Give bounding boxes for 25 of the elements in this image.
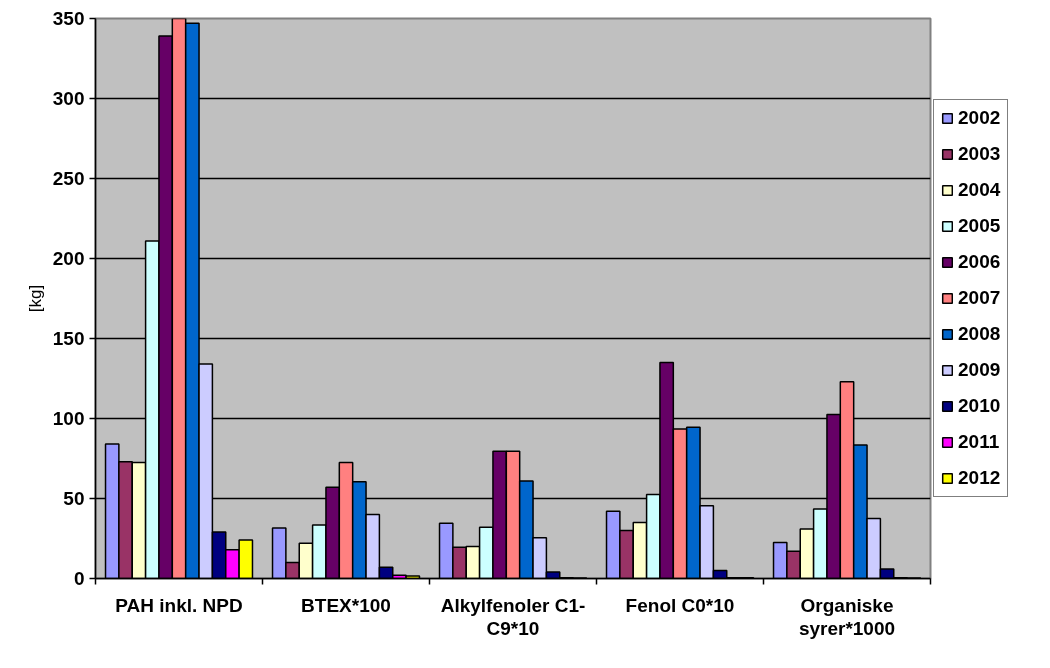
y-tick-label: 50 bbox=[63, 488, 85, 509]
legend-label: 2009 bbox=[958, 359, 1001, 381]
x-tick-label: BTEX*100 bbox=[301, 594, 391, 616]
legend-label: 2004 bbox=[958, 179, 1001, 201]
legend-label: 2005 bbox=[958, 215, 1001, 237]
x-tick-label: Fenol C0*10 bbox=[625, 594, 735, 616]
legend-label: 2006 bbox=[958, 251, 1001, 273]
legend-label: 2007 bbox=[958, 287, 1001, 309]
y-tick-label: 150 bbox=[52, 328, 85, 349]
x-tick-label: Alkylfenoler C1-C9*10 bbox=[440, 594, 586, 639]
legend-label: 2012 bbox=[958, 467, 1001, 489]
legend-label: 2011 bbox=[958, 431, 1000, 453]
legend-label: 2010 bbox=[958, 395, 1001, 417]
y-tick-label: 350 bbox=[52, 8, 85, 29]
x-tick-label: PAH inkl. NPD bbox=[115, 594, 243, 616]
y-tick-label: 0 bbox=[73, 568, 85, 589]
x-tick-label: Organiske syrer*1000 bbox=[798, 594, 896, 639]
legend-label: 2003 bbox=[958, 143, 1001, 165]
y-tick-label: 200 bbox=[52, 248, 85, 269]
y-tick-label: 100 bbox=[52, 408, 85, 429]
legend-label: 2008 bbox=[958, 323, 1001, 345]
y-tick-label: 300 bbox=[52, 88, 85, 109]
legend-label: 2002 bbox=[958, 107, 1001, 129]
y-axis-title: [kg] bbox=[25, 284, 45, 313]
y-tick-label: 250 bbox=[52, 168, 85, 189]
